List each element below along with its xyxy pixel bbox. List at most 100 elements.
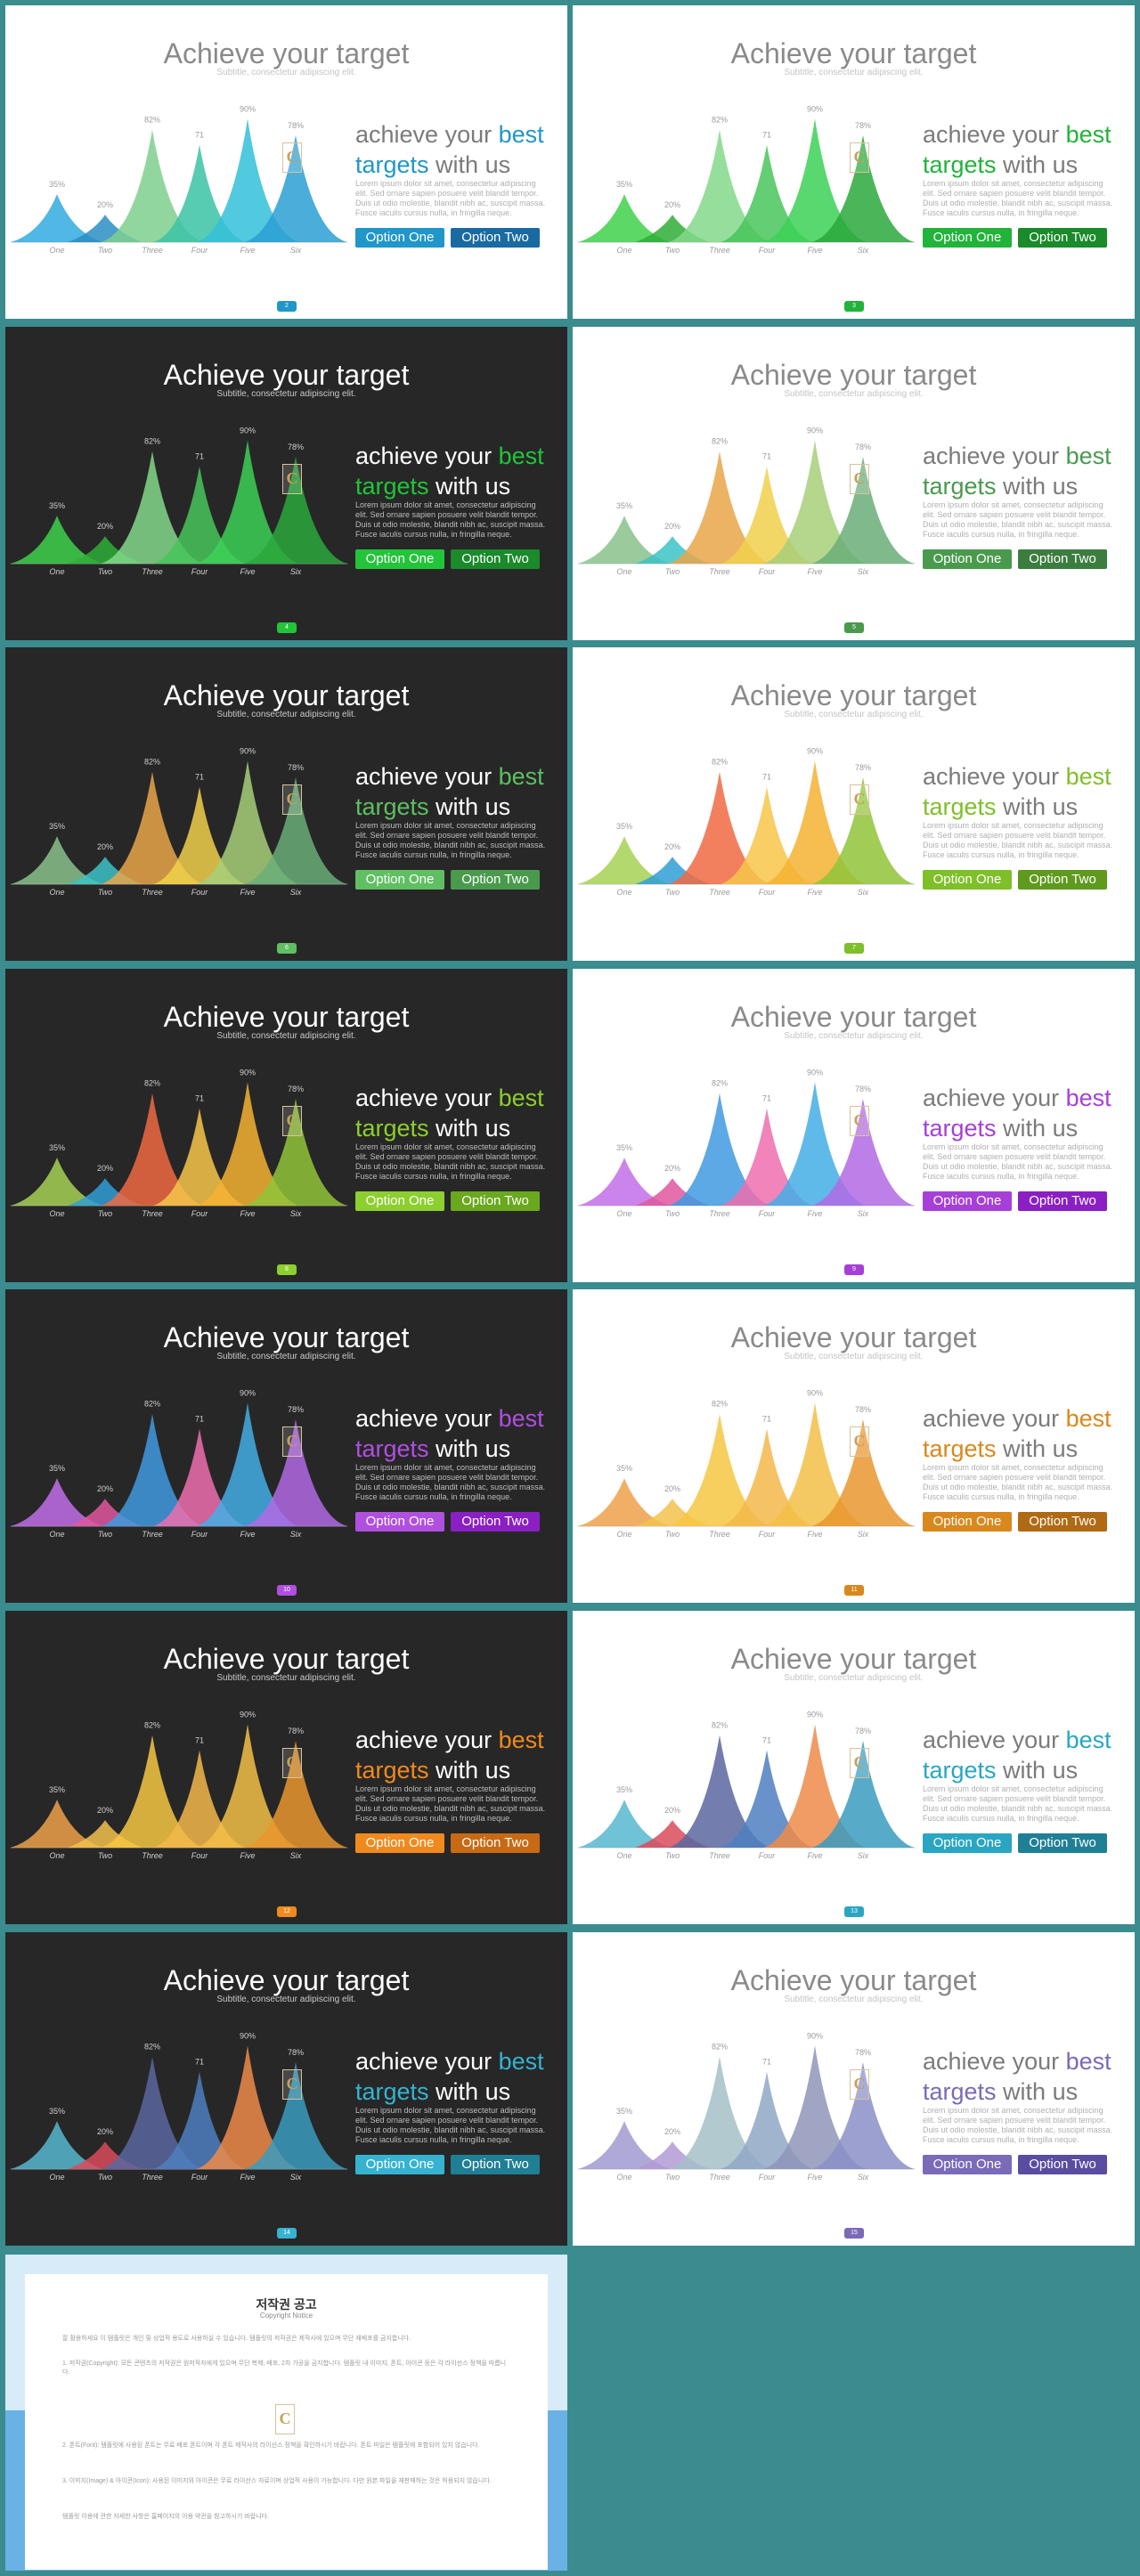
data-label: 78% [855, 763, 871, 772]
data-label: 35% [616, 1143, 632, 1152]
slide-6[interactable]: Achieve your target Subtitle, consectetur… [5, 647, 567, 961]
category-label: Five [240, 1209, 255, 1218]
option-one-button[interactable]: Option One [923, 228, 1012, 248]
data-label: 78% [288, 121, 304, 130]
peak-six [244, 2061, 347, 2169]
page-number: 4 [277, 622, 297, 633]
slide-subtitle: Subtitle, consectetur adipiscing elit. [216, 389, 356, 399]
option-one-button[interactable]: Option One [355, 870, 444, 890]
peak-one [578, 1158, 671, 1206]
category-label: One [49, 2173, 64, 2182]
option-two-button[interactable]: Option Two [1018, 1512, 1107, 1532]
slide-title: Achieve your target [163, 37, 410, 69]
peak-four [153, 466, 246, 564]
slide-15[interactable]: Achieve your target Subtitle, consectetur… [573, 1932, 1135, 2246]
option-two-button[interactable]: Option Two [1018, 228, 1107, 248]
peak-four [721, 786, 813, 884]
body-text: Lorem ipsum dolor sit amet, consectetur … [923, 500, 1113, 539]
slide-11[interactable]: Achieve your target Subtitle, consectetur… [573, 1289, 1135, 1603]
slide-13[interactable]: Achieve your target Subtitle, consectetur… [573, 1611, 1135, 1924]
peak-three [668, 1093, 771, 1206]
slide-8[interactable]: Achieve your target Subtitle, consectetur… [5, 969, 567, 1282]
option-two-button[interactable]: Option Two [451, 870, 540, 890]
option-one-button[interactable]: Option One [355, 1833, 444, 1853]
option-one-button[interactable]: Option One [923, 1191, 1012, 1211]
data-label: 71 [195, 131, 204, 140]
peak-one [578, 194, 671, 242]
slide-title: Achieve your target [730, 1964, 977, 1996]
peak-chart: 35% One 20% Two 82% Three 71 Four 90% Five 78% Six [578, 746, 915, 897]
category-label: Two [665, 1530, 680, 1539]
option-two-button[interactable]: Option Two [451, 549, 540, 569]
option-two-button[interactable]: Option Two [451, 1191, 540, 1211]
logo-mark: C [282, 784, 302, 815]
peak-six [811, 2061, 915, 2169]
option-two-button[interactable]: Option Two [451, 1833, 540, 1853]
data-label: 20% [97, 200, 113, 209]
headline-accent: targets [923, 793, 997, 820]
headline-text: with us [996, 1435, 1079, 1462]
option-two-button[interactable]: Option Two [1018, 1191, 1107, 1211]
option-one-button[interactable]: Option One [355, 228, 444, 248]
option-one-button[interactable]: Option One [355, 1191, 444, 1211]
copyright-paragraph: 잘 활용하세요 이 템플릿은 개인 및 상업적 용도로 사용하실 수 있습니다.… [62, 2336, 411, 2342]
slide-14[interactable]: Achieve your target Subtitle, consectetur… [5, 1932, 567, 2246]
slide-12[interactable]: Achieve your target Subtitle, consectetur… [5, 1611, 567, 1924]
option-two-button[interactable]: Option Two [1018, 549, 1107, 569]
peak-six [811, 776, 915, 884]
category-label: Six [290, 1530, 302, 1539]
data-label: 78% [855, 443, 871, 451]
logo-mark: C [282, 464, 302, 494]
peak-six [244, 776, 347, 884]
data-label: 35% [49, 1464, 65, 1473]
slide-subtitle: Subtitle, consectetur adipiscing elit. [216, 1352, 356, 1361]
logo-mark: C [282, 1426, 302, 1457]
logo-mark: C [275, 2404, 295, 2434]
peak-six [811, 456, 915, 564]
peak-three [101, 129, 204, 242]
slide-subtitle: Subtitle, consectetur adipiscing elit. [784, 710, 924, 719]
option-two-button[interactable]: Option Two [451, 2155, 540, 2174]
page-number: 10 [277, 1585, 297, 1596]
option-one-button[interactable]: Option One [355, 2155, 444, 2174]
slide-3[interactable]: Achieve your target Subtitle, consectetur… [573, 5, 1135, 319]
option-one-button[interactable]: Option One [923, 1512, 1012, 1532]
option-one-button[interactable]: Option One [355, 1512, 444, 1532]
peak-one [578, 516, 671, 564]
slide-title: Achieve your target [163, 679, 410, 711]
option-one-button[interactable]: Option One [923, 549, 1012, 569]
option-two-button[interactable]: Option Two [451, 228, 540, 248]
option-one-button[interactable]: Option One [923, 1833, 1012, 1853]
data-label: 35% [49, 1143, 65, 1152]
slide-2[interactable]: Achieve your target Subtitle, consectetur… [5, 5, 567, 319]
data-label: 90% [240, 1388, 256, 1397]
slide-4[interactable]: Achieve your target Subtitle, consectetur… [5, 327, 567, 640]
peak-one [11, 194, 103, 242]
headline-accent: best [1065, 443, 1112, 469]
logo-letter: C [853, 1111, 866, 1129]
copyright-slide[interactable]: 저작권 공고 Copyright Notice 잘 활용하세요 이 템플릿은 개… [5, 2255, 567, 2571]
headline-text: with us [428, 473, 511, 500]
option-two-button[interactable]: Option Two [1018, 1833, 1107, 1853]
slide-subtitle: Subtitle, consectetur adipiscing elit. [784, 68, 924, 77]
logo-mark: C [282, 142, 302, 173]
option-one-button[interactable]: Option One [923, 870, 1012, 890]
option-two-button[interactable]: Option Two [1018, 2155, 1107, 2174]
logo-letter: C [286, 1753, 298, 1771]
option-one-button[interactable]: Option One [355, 549, 444, 569]
slide-title: Achieve your target [730, 37, 977, 69]
slide-9[interactable]: Achieve your target Subtitle, consectetur… [573, 969, 1135, 1282]
option-one-button[interactable]: Option One [923, 2155, 1012, 2174]
data-label: 20% [664, 1484, 680, 1493]
data-label: 78% [288, 1405, 304, 1414]
slide-10[interactable]: Achieve your target Subtitle, consectetur… [5, 1289, 567, 1603]
slide-5[interactable]: Achieve your target Subtitle, consectetur… [573, 327, 1135, 640]
slide-7[interactable]: Achieve your target Subtitle, consectetur… [573, 647, 1135, 961]
slide-title: Achieve your target [730, 1321, 977, 1353]
peak-one [11, 2121, 103, 2169]
option-two-button[interactable]: Option Two [451, 1512, 540, 1532]
logo-letter: C [853, 469, 866, 487]
option-two-button[interactable]: Option Two [1018, 870, 1107, 890]
headline-accent: best [498, 443, 544, 469]
peak-five [763, 1082, 867, 1206]
